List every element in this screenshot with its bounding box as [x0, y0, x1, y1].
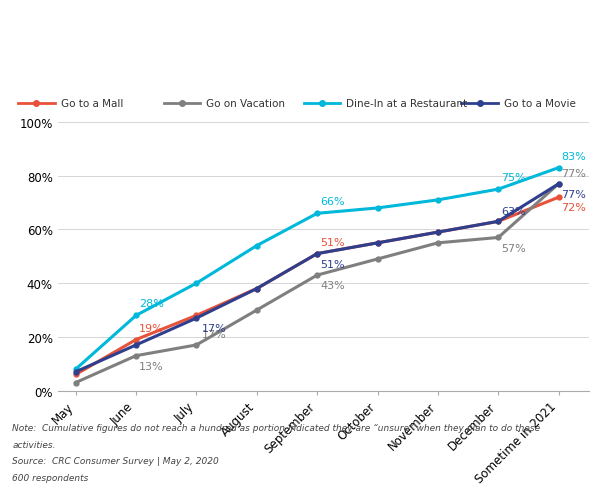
Text: Note:  Cumulative figures do not reach a hundred as portion indicated they are “: Note: Cumulative figures do not reach a …: [12, 423, 540, 432]
Text: 83%: 83%: [561, 151, 586, 161]
Text: 600 respondents: 600 respondents: [12, 473, 89, 482]
Text: 57%: 57%: [501, 243, 526, 253]
Text: cumulative over time: cumulative over time: [212, 62, 395, 77]
Text: 77%: 77%: [561, 169, 586, 179]
Text: activities.: activities.: [12, 440, 56, 449]
Text: 72%: 72%: [561, 203, 586, 213]
Text: Go to a Movie: Go to a Movie: [504, 99, 575, 109]
Text: Dine-In at a Restaurant: Dine-In at a Restaurant: [346, 99, 467, 109]
Text: When do you expect to do the following?: When do you expect to do the following?: [103, 21, 504, 39]
Text: Go on Vacation: Go on Vacation: [206, 99, 285, 109]
Text: 75%: 75%: [501, 173, 526, 183]
Text: Source:  CRC Consumer Survey | May 2, 2020: Source: CRC Consumer Survey | May 2, 202…: [12, 456, 219, 465]
Text: 51%: 51%: [320, 260, 345, 270]
Text: 13%: 13%: [139, 361, 163, 371]
Text: 66%: 66%: [320, 197, 345, 207]
Text: 17%: 17%: [202, 324, 227, 334]
Text: Go to a Mall: Go to a Mall: [61, 99, 123, 109]
Text: 63%: 63%: [501, 206, 526, 216]
Text: 17%: 17%: [202, 330, 227, 340]
Text: 28%: 28%: [139, 299, 164, 309]
Text: 19%: 19%: [139, 323, 164, 333]
Text: 77%: 77%: [561, 190, 586, 199]
Text: 43%: 43%: [320, 281, 345, 291]
Text: 51%: 51%: [320, 237, 345, 247]
